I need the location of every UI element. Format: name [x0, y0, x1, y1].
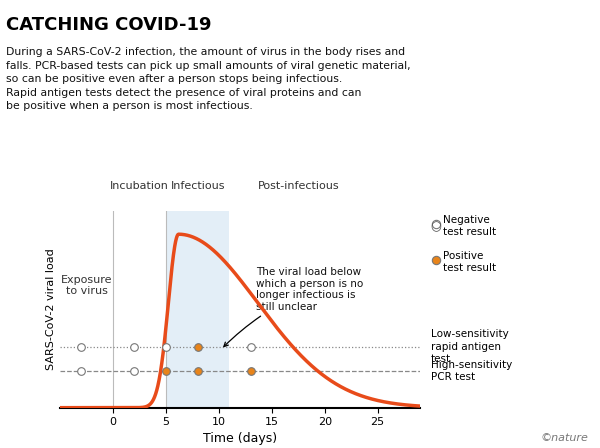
- Text: Exposure
to virus: Exposure to virus: [61, 275, 112, 296]
- Text: Post-infectious: Post-infectious: [257, 181, 339, 191]
- Text: Low-sensitivity
rapid antigen
test: Low-sensitivity rapid antigen test: [431, 329, 509, 364]
- Bar: [166, 211, 229, 408]
- Text: Positive
test result: Positive test result: [443, 251, 496, 273]
- Text: High-sensitivity
PCR test: High-sensitivity PCR test: [431, 360, 512, 383]
- Text: ©nature: ©nature: [540, 433, 588, 443]
- Text: During a SARS-CoV-2 infection, the amount of virus in the body rises and
falls. : During a SARS-CoV-2 infection, the amoun…: [6, 47, 410, 112]
- Text: The viral load below
which a person is no
longer infectious is
still unclear: The viral load below which a person is n…: [224, 267, 363, 347]
- Text: ○: ○: [431, 220, 442, 233]
- Text: CATCHING COVID-19: CATCHING COVID-19: [6, 16, 212, 34]
- Y-axis label: SARS-CoV-2 viral load: SARS-CoV-2 viral load: [46, 248, 56, 370]
- Text: Negative
test result: Negative test result: [443, 215, 496, 237]
- X-axis label: Time (days): Time (days): [203, 431, 277, 444]
- Text: Incubation: Incubation: [110, 181, 169, 191]
- Text: Infectious: Infectious: [170, 181, 225, 191]
